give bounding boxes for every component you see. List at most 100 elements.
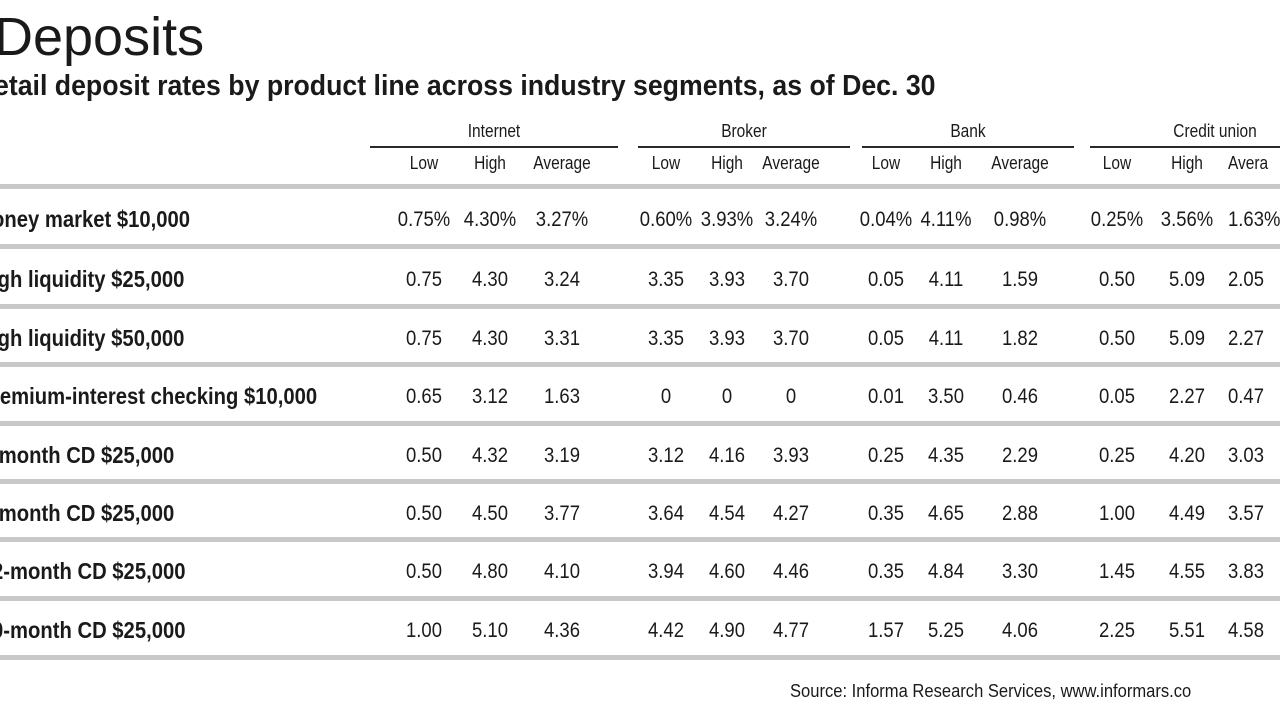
row-separator — [0, 596, 1280, 601]
table-cell: 1.00 — [1099, 502, 1135, 525]
table-cell: 4.84 — [928, 560, 964, 583]
table-subtitle: etail deposit rates by product line acro… — [0, 70, 936, 102]
table-cell: 4.42 — [648, 619, 684, 642]
table-cell: 4.20 — [1169, 444, 1205, 467]
table-cell: 0.25 — [1099, 444, 1135, 467]
table-cell: 2.29 — [1002, 444, 1038, 467]
column-header: Low — [651, 153, 681, 173]
row-label: oney market $10,000 — [0, 206, 191, 232]
group-underline — [862, 146, 1074, 148]
table-cell: 1.82 — [1002, 327, 1038, 350]
column-header: Average — [762, 153, 820, 173]
row-separator — [0, 362, 1280, 367]
table-cell: 1.57 — [868, 619, 904, 642]
table-cell: 0.75 — [406, 327, 442, 350]
table-cell: 3.93% — [700, 208, 754, 231]
table-cell: 1.63% — [1228, 208, 1280, 231]
table-cell: 1.45 — [1099, 560, 1135, 583]
table-cell: 0.46 — [1002, 385, 1038, 408]
table-cell: 0.65 — [406, 385, 442, 408]
group-underline — [638, 146, 850, 148]
table-cell: 2.88 — [1002, 502, 1038, 525]
table-cell: 0.50 — [1099, 327, 1135, 350]
table-cell: 3.24 — [544, 268, 580, 291]
table-cell: 1.59 — [1002, 268, 1038, 291]
table-cell: 4.50 — [472, 502, 508, 525]
column-header: Low — [871, 153, 901, 173]
group-header: Credit union — [1173, 121, 1257, 141]
table-cell: 4.49 — [1169, 502, 1205, 525]
table-cell: 1.63 — [544, 385, 580, 408]
table-cell: 0.25% — [1090, 208, 1144, 231]
table-cell: 3.93 — [709, 268, 745, 291]
column-header: Average — [533, 153, 591, 173]
table-cell: 0.50 — [406, 444, 442, 467]
table-cell: 0.04% — [859, 208, 913, 231]
table-cell: 3.12 — [648, 444, 684, 467]
column-header: High — [474, 153, 506, 173]
table-cell: 0.35 — [868, 560, 904, 583]
row-label: 2-month CD $25,000 — [0, 558, 186, 584]
table-cell: 0.98% — [993, 208, 1047, 231]
table-cell: 4.46 — [773, 560, 809, 583]
table-cell: 0 — [721, 385, 733, 408]
table-cell: 3.35 — [648, 327, 684, 350]
row-label: igh liquidity $50,000 — [0, 325, 185, 351]
table-cell: 3.93 — [709, 327, 745, 350]
column-header: High — [711, 153, 743, 173]
group-header: Bank — [950, 121, 986, 141]
column-header: High — [930, 153, 962, 173]
row-label: 0-month CD $25,000 — [0, 617, 186, 643]
table-cell: 0 — [660, 385, 672, 408]
table-cell: 5.25 — [928, 619, 964, 642]
table-cell: 0.05 — [868, 268, 904, 291]
table-cell: 3.03 — [1228, 444, 1264, 467]
table-cell: 0.50 — [406, 502, 442, 525]
row-label: igh liquidity $25,000 — [0, 266, 185, 292]
table-cell: 4.30 — [472, 268, 508, 291]
table-cell: 4.58 — [1228, 619, 1264, 642]
table-cell: 4.10 — [544, 560, 580, 583]
table-cell: 4.30% — [463, 208, 517, 231]
table-cell: 4.55 — [1169, 560, 1205, 583]
table-cell: 4.36 — [544, 619, 580, 642]
table-cell: 0 — [785, 385, 797, 408]
table-cell: 3.70 — [773, 268, 809, 291]
column-header: Average — [991, 153, 1049, 173]
table-cell: 0.60% — [639, 208, 693, 231]
table-cell: 4.11 — [928, 268, 964, 291]
table-cell: 0.05 — [1099, 385, 1135, 408]
group-underline — [370, 146, 618, 148]
table-cell: 2.05 — [1228, 268, 1264, 291]
row-separator — [0, 421, 1280, 426]
table-cell: 4.27 — [773, 502, 809, 525]
table-cell: 3.94 — [648, 560, 684, 583]
table-cell: 0.50 — [406, 560, 442, 583]
table-cell: 3.30 — [1002, 560, 1038, 583]
table-cell: 4.90 — [709, 619, 745, 642]
column-header: Avera — [1228, 153, 1269, 173]
table-cell: 3.93 — [773, 444, 809, 467]
table-cell: 3.83 — [1228, 560, 1264, 583]
table-cell: 0.35 — [868, 502, 904, 525]
table-cell: 3.27% — [535, 208, 589, 231]
group-header: Internet — [467, 121, 521, 141]
table-cell: 3.12 — [472, 385, 508, 408]
table-cell: 4.11 — [928, 327, 964, 350]
row-separator — [0, 184, 1280, 189]
table-cell: 0.47 — [1228, 385, 1264, 408]
table-cell: 0.75% — [397, 208, 451, 231]
group-underline — [1090, 146, 1280, 148]
table-cell: 3.56% — [1160, 208, 1214, 231]
row-label: -month CD $25,000 — [0, 500, 175, 526]
row-label: -month CD $25,000 — [0, 442, 175, 468]
table-cell: 3.35 — [648, 268, 684, 291]
source-note: Source: Informa Research Services, www.i… — [790, 681, 1192, 701]
column-header: Low — [1102, 153, 1132, 173]
table-cell: 3.19 — [544, 444, 580, 467]
table-cell: 4.30 — [472, 327, 508, 350]
row-label: remium-interest checking $10,000 — [0, 383, 318, 409]
table-cell: 0.25 — [868, 444, 904, 467]
table-cell: 3.57 — [1228, 502, 1264, 525]
table-cell: 5.09 — [1169, 327, 1205, 350]
